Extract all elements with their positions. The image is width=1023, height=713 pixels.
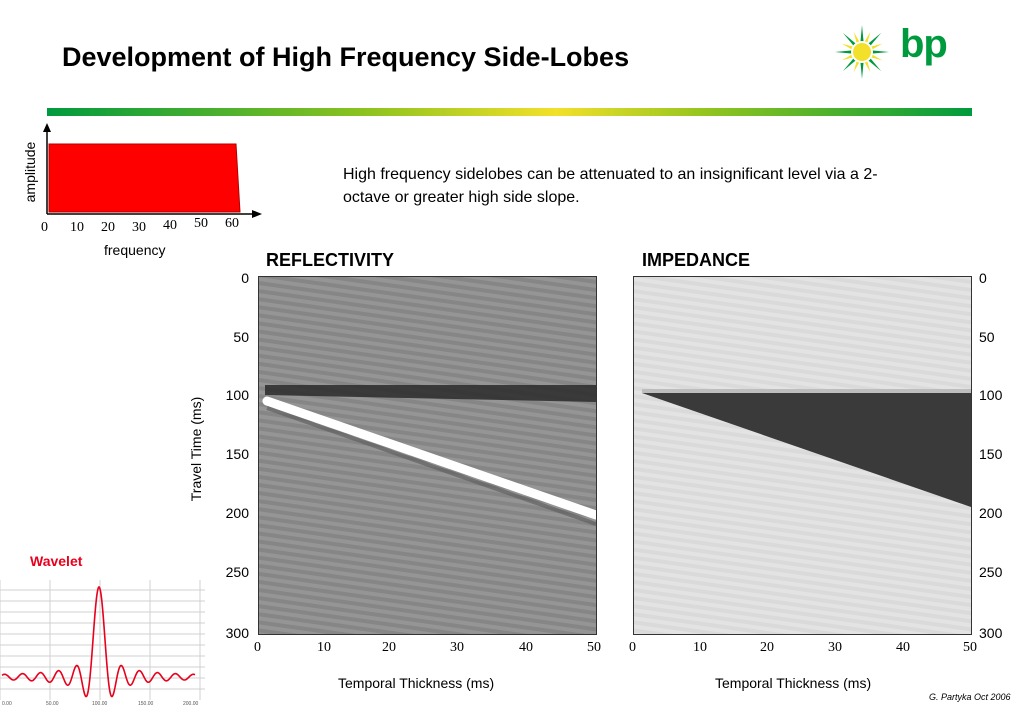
wavelet-plot — [0, 580, 205, 708]
impedance-section — [633, 276, 972, 635]
impedance-wedge — [642, 393, 971, 507]
y-tick: 150 — [979, 446, 1003, 462]
wavelet-title: Wavelet — [30, 553, 83, 569]
wavelet-tick: 0.00 — [2, 701, 12, 707]
spectrum-tick: 30 — [132, 220, 146, 235]
y-tick-labels-right: 0 50 100 150 200 250 300 — [979, 270, 1013, 650]
y-tick: 150 — [225, 446, 249, 462]
x-tick: 10 — [693, 640, 707, 655]
spectrum-xlabel: frequency — [104, 242, 166, 258]
x-tick: 0 — [629, 640, 636, 655]
reflectivity-section — [258, 276, 597, 635]
spectrum-tick: 50 — [194, 216, 208, 231]
y-tick: 300 — [225, 625, 249, 641]
explanation-text: High frequency sidelobes can be attenuat… — [343, 166, 878, 206]
spectrum-tick: 40 — [163, 218, 177, 233]
y-tick: 200 — [225, 505, 249, 521]
y-tick: 200 — [979, 505, 1003, 521]
x-tick: 0 — [254, 640, 261, 655]
title-divider — [47, 108, 972, 116]
impedance-xlabel: Temporal Thickness (ms) — [715, 675, 872, 691]
y-axis-title: Travel Time (ms) — [188, 396, 204, 502]
page-title: Development of High Frequency Side-Lobes — [62, 42, 630, 72]
spectrum-tick: 0 — [41, 220, 48, 235]
y-tick: 100 — [979, 387, 1003, 403]
x-tick: 40 — [519, 640, 533, 655]
bp-wordmark: bp — [900, 22, 948, 66]
top-interface-event — [265, 385, 596, 402]
x-tick: 50 — [963, 640, 977, 655]
x-tick: 20 — [760, 640, 774, 655]
wavelet-tick: 50.00 — [46, 701, 59, 707]
y-axis-arrow — [43, 123, 51, 132]
impedance-title: IMPEDANCE — [642, 250, 751, 270]
base-interface-event — [262, 396, 596, 520]
y-tick: 250 — [225, 564, 249, 580]
wavelet-ticks: 0.00 50.00 100.00 150.00 200.00 — [0, 701, 205, 708]
y-tick: 0 — [979, 270, 987, 286]
spectrum-diagram — [0, 120, 280, 260]
x-tick: 50 — [587, 640, 601, 655]
spectrum-tick: 10 — [70, 220, 84, 235]
y-tick: 300 — [979, 625, 1003, 641]
x-ticks-impedance: 0 10 20 30 40 50 — [625, 640, 985, 658]
y-tick: 250 — [979, 564, 1003, 580]
wavelet-tick: 100.00 — [92, 701, 108, 707]
x-axis-arrow — [252, 210, 262, 218]
wavelet-tick: 200.00 — [183, 701, 199, 707]
bp-logo — [830, 22, 960, 82]
author-signature: G. Partyka Oct 2006 — [929, 692, 1011, 702]
y-tick: 50 — [979, 329, 995, 345]
y-tick: 0 — [241, 270, 249, 286]
x-tick: 20 — [382, 640, 396, 655]
spectrum-ticks: 0 10 20 30 40 50 60 — [36, 216, 256, 238]
spectrum-tick: 60 — [225, 216, 239, 231]
y-tick-labels-left: 0 50 100 150 200 250 300 — [215, 270, 249, 650]
reflectivity-xlabel: Temporal Thickness (ms) — [338, 675, 495, 691]
spectrum-ylabel: amplitude — [22, 141, 38, 203]
y-tick: 50 — [233, 329, 249, 345]
wavelet-tick: 150.00 — [138, 701, 154, 707]
x-ticks-reflectivity: 0 10 20 30 40 50 — [250, 640, 610, 658]
wavelet-trace — [1, 585, 196, 698]
y-tick: 100 — [225, 387, 249, 403]
x-tick: 30 — [450, 640, 464, 655]
x-tick: 10 — [317, 640, 331, 655]
helios-icon — [835, 25, 889, 79]
x-tick: 40 — [896, 640, 910, 655]
x-tick: 30 — [828, 640, 842, 655]
passband-fill — [48, 143, 241, 213]
spectrum-tick: 20 — [101, 220, 115, 235]
reflectivity-title: REFLECTIVITY — [266, 250, 395, 270]
